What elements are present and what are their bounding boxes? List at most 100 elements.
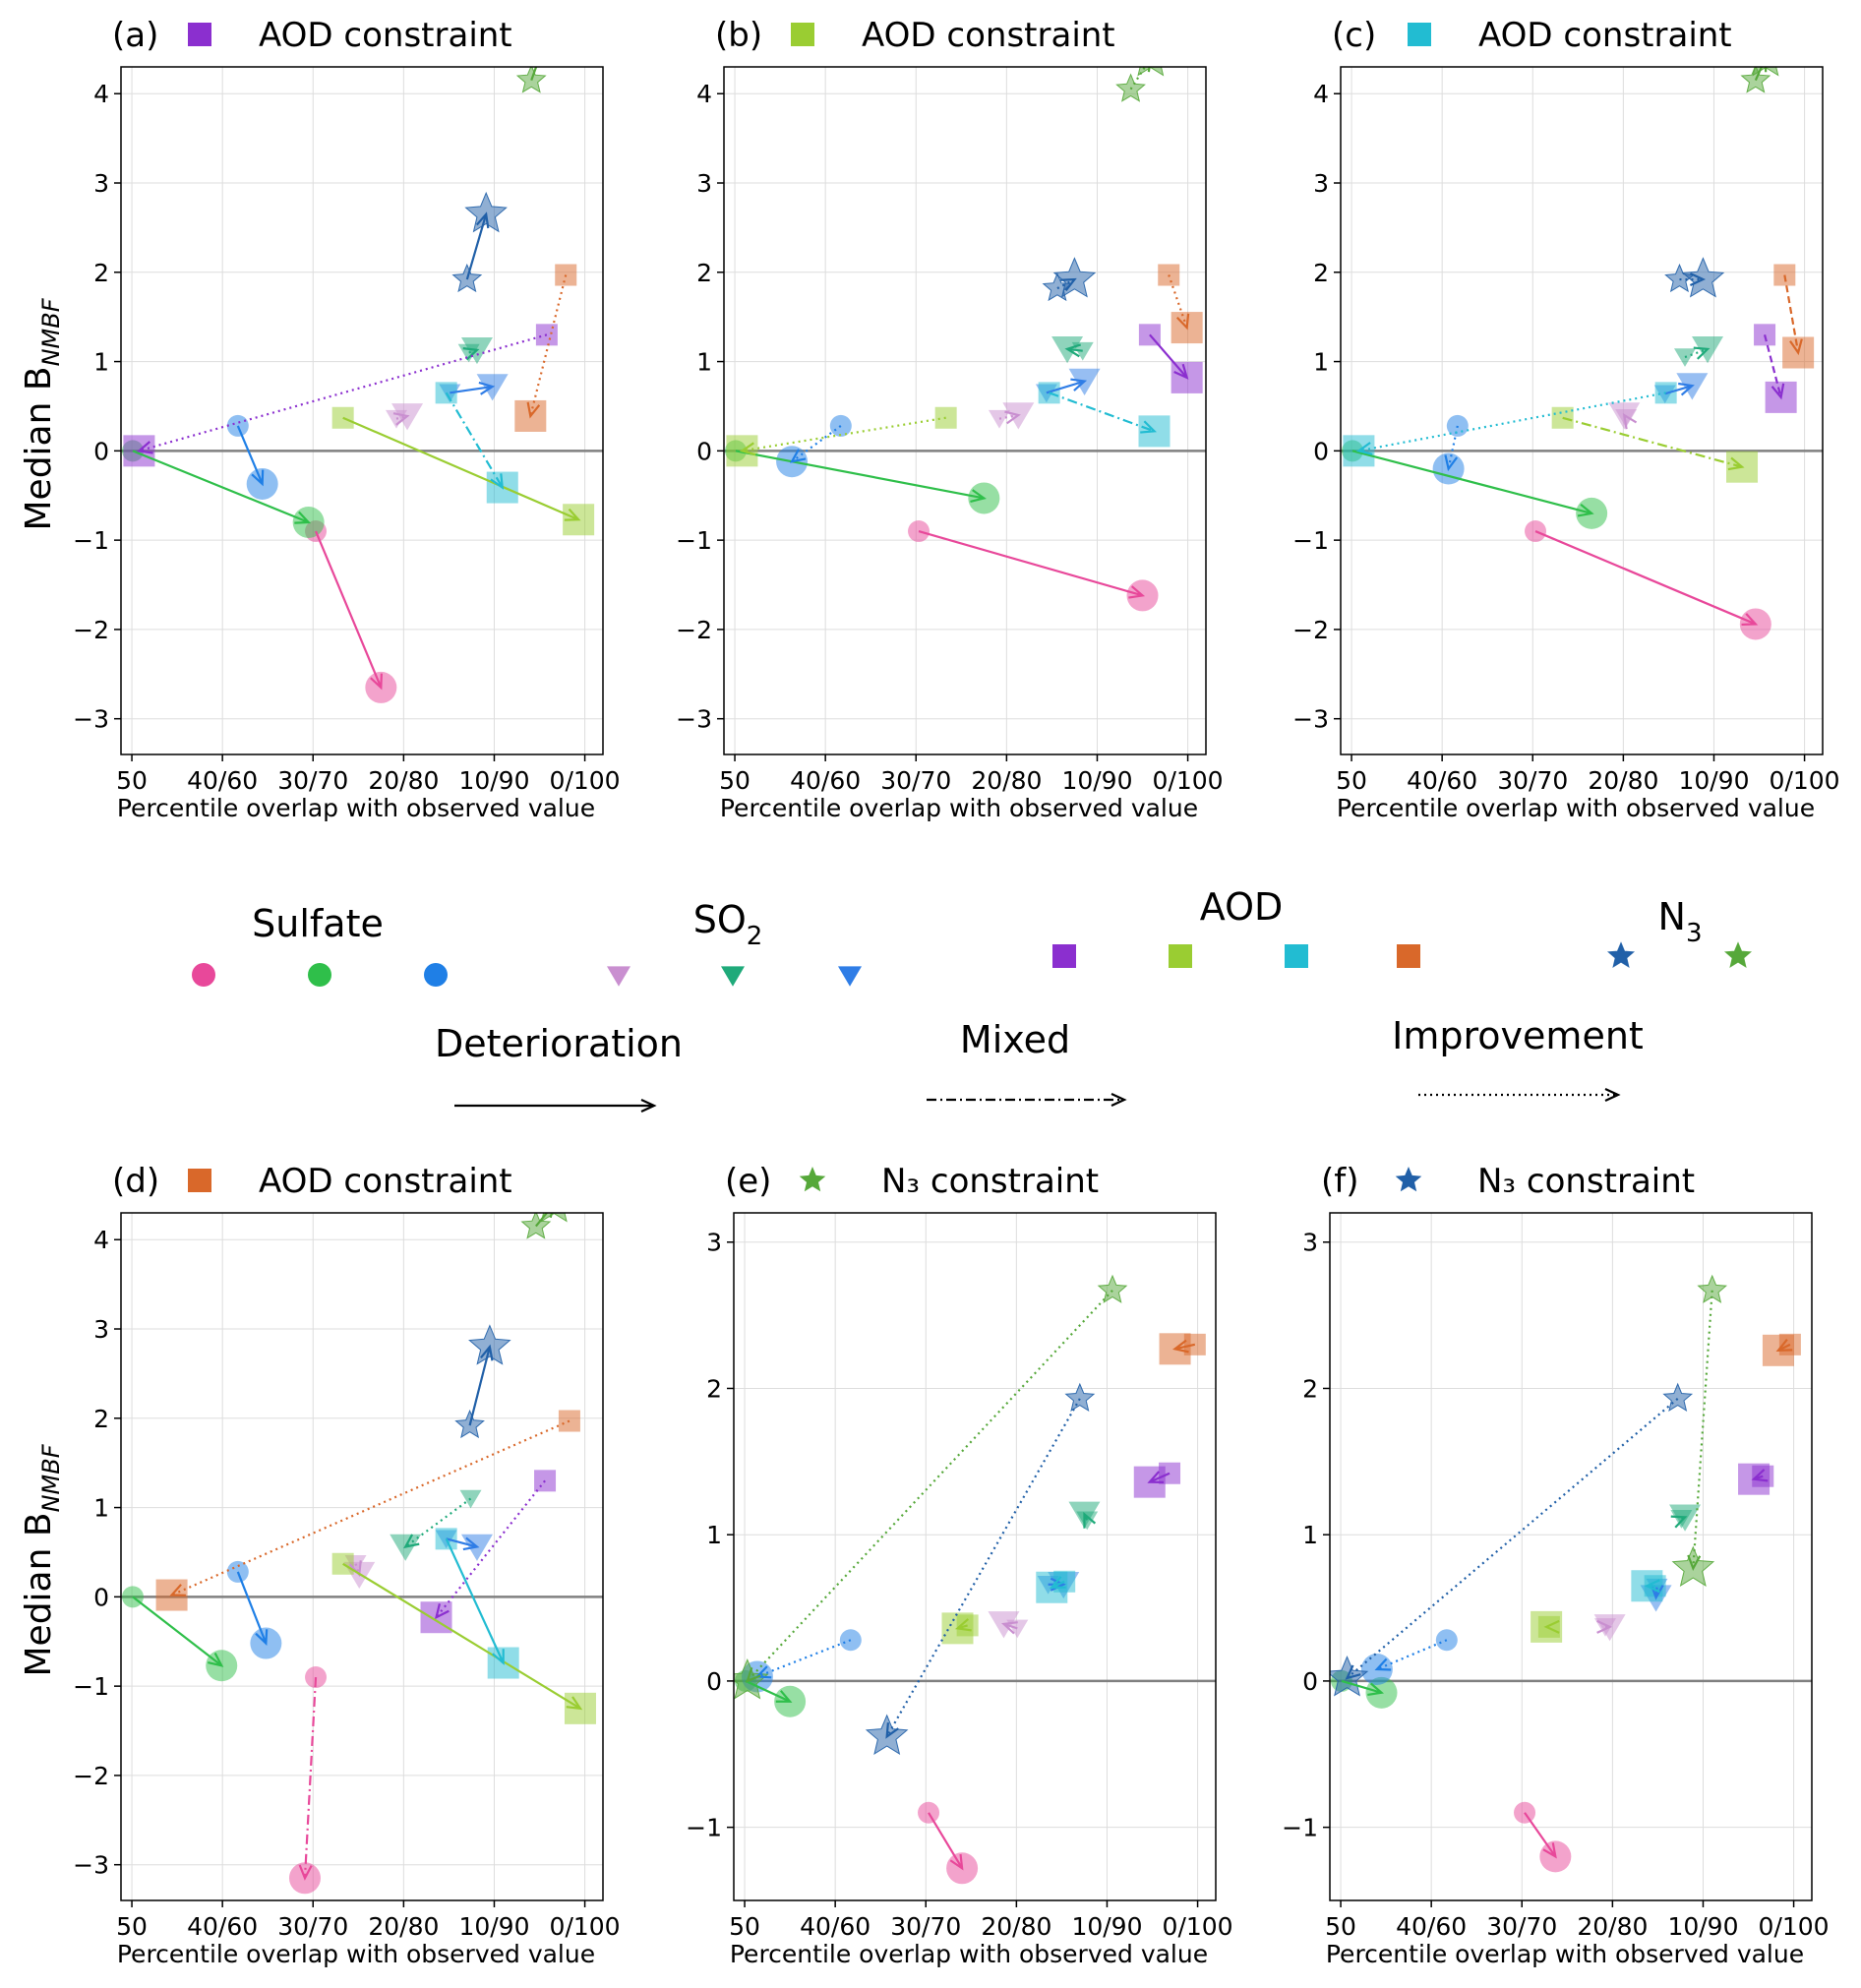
arrow-sulfate [132,450,312,524]
arrow-head [534,44,545,58]
arrow-sulfate [789,425,842,463]
arrow-head [1689,272,1707,287]
arrow-aod [1149,333,1189,380]
x-tick-label: 40/60 [1407,766,1477,795]
legend-aod-marker [1397,944,1420,968]
arrow-head [1111,1093,1127,1107]
plot-area [121,44,595,703]
arrow-shaft [1684,348,1707,359]
y-tick-label: 0 [1302,1667,1318,1696]
x-tick-label: 50 [719,766,750,795]
arrow-head [1775,1338,1793,1352]
arrow-sulfate [745,1679,793,1703]
arrow-shaft [1351,450,1591,514]
start-marker-n3 [1662,1382,1694,1412]
y-tick-label: 1 [696,348,712,377]
x-tick-label: 0/100 [550,766,621,795]
start-marker-n3 [1064,1382,1096,1412]
arrow-sulfate [1534,530,1759,627]
arrow-aod [1763,334,1785,400]
arrow-aod [1562,416,1745,471]
arrow-n3 [885,1398,1081,1739]
legend-line-styles [454,1088,1621,1113]
arrow-head [1687,1554,1702,1572]
legend-dashdot-arrow [927,1093,1127,1107]
arrow-head [566,1696,583,1711]
arrow-shaft [342,1562,579,1709]
panel-title: AOD constraint [1478,16,1732,55]
arrow-so2 [1083,1511,1097,1529]
arrow-head [1670,1515,1688,1529]
x-axis-label: Percentile overlap with observed value [720,794,1198,822]
x-tick-label: 30/70 [1486,1912,1557,1941]
arrow-sulfate [236,425,265,487]
arrow-head [775,1690,793,1703]
arrow-head [1128,585,1146,599]
arrow-head [1000,1621,1018,1635]
arrow-shaft [1084,1515,1089,1521]
grid [734,1213,1216,1900]
x-tick-label: 50 [116,1912,148,1941]
y-tick-label: 0 [1313,437,1329,465]
x-tick-label: 50 [1325,1912,1356,1941]
legend-mixed-label: Mixed [960,1018,1070,1061]
legend-markers [192,941,1753,987]
arrow-shaft [1562,416,1741,468]
x-tick-label: 50 [729,1912,760,1941]
y-tick-label: −2 [73,616,109,644]
y-tick-label: 1 [1313,348,1329,377]
title-square-icon [188,23,211,46]
grid [121,1213,603,1900]
arrow-head [739,442,756,456]
arrow-so2 [1000,1621,1018,1635]
arrow-shaft [1005,1623,1018,1630]
y-tick-label: 3 [1313,169,1329,198]
grid [724,67,1206,754]
arrow-so2 [446,1536,480,1551]
arrow-shaft [744,416,946,452]
arrow-shaft [445,392,503,487]
legend-aod-marker [1052,944,1076,968]
arrow-shaft [172,1419,570,1596]
arrow-n3 [1345,1398,1679,1680]
arrow-head [298,1864,313,1881]
y-tick-label: −3 [1292,705,1329,734]
arrow-aod [445,392,505,490]
grid [1341,67,1823,754]
x-axis-label: Percentile overlap with observed value [1337,794,1815,822]
x-axis-label: Percentile overlap with observed value [117,794,595,822]
panel-b: 50 40/60 30/70 20/80 10/90 0/100 −3 −2 −1 0 1 2 3 4 Pe… [676,16,1223,822]
legend-improvement-label: Improvement [1392,1014,1644,1057]
arrow-shaft [1783,274,1799,351]
arrow-head [1622,412,1638,430]
arrow-shaft [1534,530,1755,625]
legend-sulfate-marker [308,963,331,987]
arrow-aod [1049,1576,1066,1589]
start-marker-n3 [1097,1274,1128,1303]
arrow-shaft [1068,348,1083,352]
arrow-sulfate [132,1596,224,1667]
panel-c: 50 40/60 30/70 20/80 10/90 0/100 −3 −2 −1 0 1 2 3 4 Pe… [1292,16,1839,822]
arrow-head [789,449,807,463]
arrow-shaft [745,1679,789,1702]
legend-n3-label: N3 [1658,895,1703,948]
y-axis-label: Median BNMBF [19,1443,65,1676]
y-tick-label: −1 [1282,1814,1318,1842]
arrow-aod [445,1537,505,1665]
y-tick-label: 1 [93,1494,109,1523]
arrow-head [478,381,496,395]
legend-aod-label: AOD [1200,885,1284,929]
end-marker-n3 [1681,257,1725,298]
arrow-head [475,211,490,229]
arrow-shaft [530,67,538,81]
arrow-shaft [793,425,842,461]
arrow-shaft [1664,385,1691,395]
arrow-head [1175,313,1190,331]
end-marker-n3 [1137,67,1165,77]
y-tick-label: −1 [686,1814,722,1842]
arrow-head [1741,613,1759,627]
arrow-head [1789,338,1803,356]
arrow-aod [1775,1338,1793,1352]
end-marker-n3 [464,191,508,233]
arrow-n3 [465,211,490,280]
